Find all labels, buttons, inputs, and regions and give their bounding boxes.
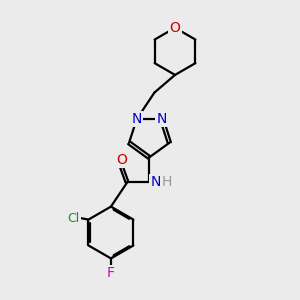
Text: F: F	[107, 266, 115, 280]
Text: O: O	[169, 21, 181, 35]
Text: N: N	[151, 176, 161, 190]
Text: Cl: Cl	[68, 212, 80, 225]
Text: O: O	[116, 153, 127, 167]
Text: N: N	[157, 112, 167, 126]
Text: N: N	[132, 112, 142, 126]
Text: H: H	[162, 176, 172, 190]
